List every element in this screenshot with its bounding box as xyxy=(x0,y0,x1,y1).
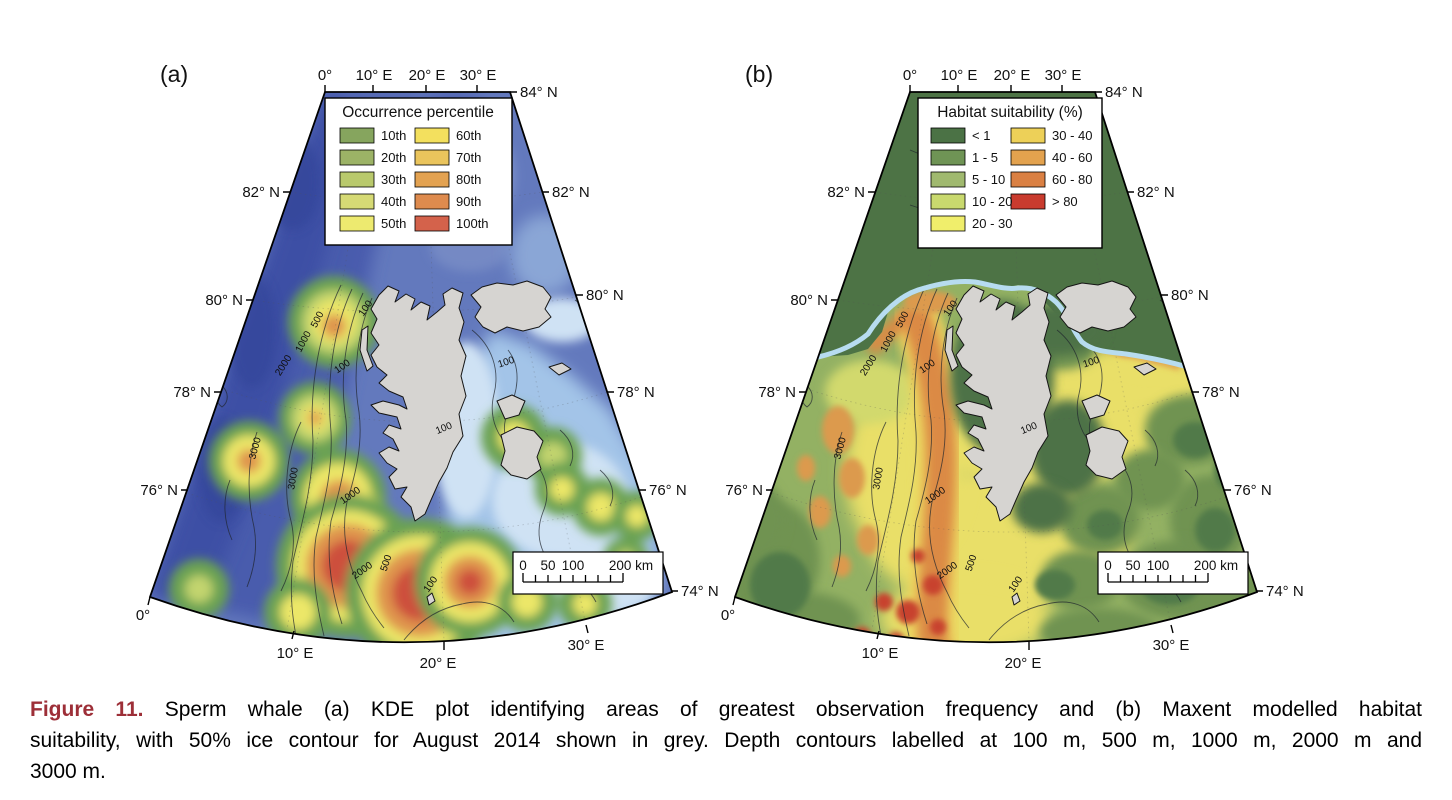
svg-text:10th: 10th xyxy=(381,128,406,143)
svg-text:30 - 40: 30 - 40 xyxy=(1052,128,1092,143)
caption-line-1: Figure 11. Sperm whale (a) KDE plot iden… xyxy=(30,694,1422,725)
caption-line-2: suitability, with 50% ice contour for Au… xyxy=(30,729,1422,752)
svg-text:100th: 100th xyxy=(456,216,489,231)
panel-b-maxent-map: (b) xyxy=(720,61,1305,673)
svg-text:20 - 30: 20 - 30 xyxy=(972,216,1012,231)
panel-a-legend: Occurrence percentile 10th 20th 30th 40t… xyxy=(324,97,513,246)
kde-density-blobs xyxy=(169,276,662,643)
svg-text:40th: 40th xyxy=(381,194,406,209)
legend-b-items xyxy=(930,127,1046,232)
svg-text:< 1: < 1 xyxy=(972,128,990,143)
panel-a-kde-map: (a) xyxy=(135,61,720,673)
svg-text:40 - 60: 40 - 60 xyxy=(1052,150,1092,165)
caption-text-1: Sperm whale (a) KDE plot identifying are… xyxy=(164,698,1422,721)
legend-b-labels: < 1 1 - 5 5 - 10 10 - 20 20 - 30 30 - 40… xyxy=(972,128,1092,231)
legend-a-items xyxy=(339,127,450,232)
caption-line-3: 3000 m. xyxy=(30,760,106,783)
svg-text:60th: 60th xyxy=(456,128,481,143)
ice-contour-50pct xyxy=(815,278,1187,369)
svg-text:1 - 5: 1 - 5 xyxy=(972,150,998,165)
caption-figure-label: Figure 11. xyxy=(30,698,144,721)
legend-a-labels: 10th 20th 30th 40th 50th 60th 70th 80th … xyxy=(381,128,489,231)
figure-caption: Figure 11. Sperm whale (a) KDE plot iden… xyxy=(0,678,1452,787)
panel-b-legend: Habitat suitability (%) < 1 1 - 5 5 - 10… xyxy=(917,97,1103,249)
figure-maps: 0° 10° E 20° E 30° E 84° N 82° N 80° N 7… xyxy=(135,61,1305,673)
svg-text:> 80: > 80 xyxy=(1052,194,1078,209)
svg-text:30th: 30th xyxy=(381,172,406,187)
svg-text:70th: 70th xyxy=(456,150,481,165)
svg-text:5 - 10: 5 - 10 xyxy=(972,172,1005,187)
svg-text:50th: 50th xyxy=(381,216,406,231)
legend-a-title: Occurrence percentile xyxy=(342,104,494,121)
svg-text:20th: 20th xyxy=(381,150,406,165)
svg-text:60 - 80: 60 - 80 xyxy=(1052,172,1092,187)
svg-text:90th: 90th xyxy=(456,194,481,209)
legend-b-title: Habitat suitability (%) xyxy=(937,104,1083,121)
svg-text:10 - 20: 10 - 20 xyxy=(972,194,1012,209)
panel-a-letter: (a) xyxy=(160,61,188,87)
svg-text:80th: 80th xyxy=(456,172,481,187)
panel-b-letter: (b) xyxy=(745,61,773,87)
